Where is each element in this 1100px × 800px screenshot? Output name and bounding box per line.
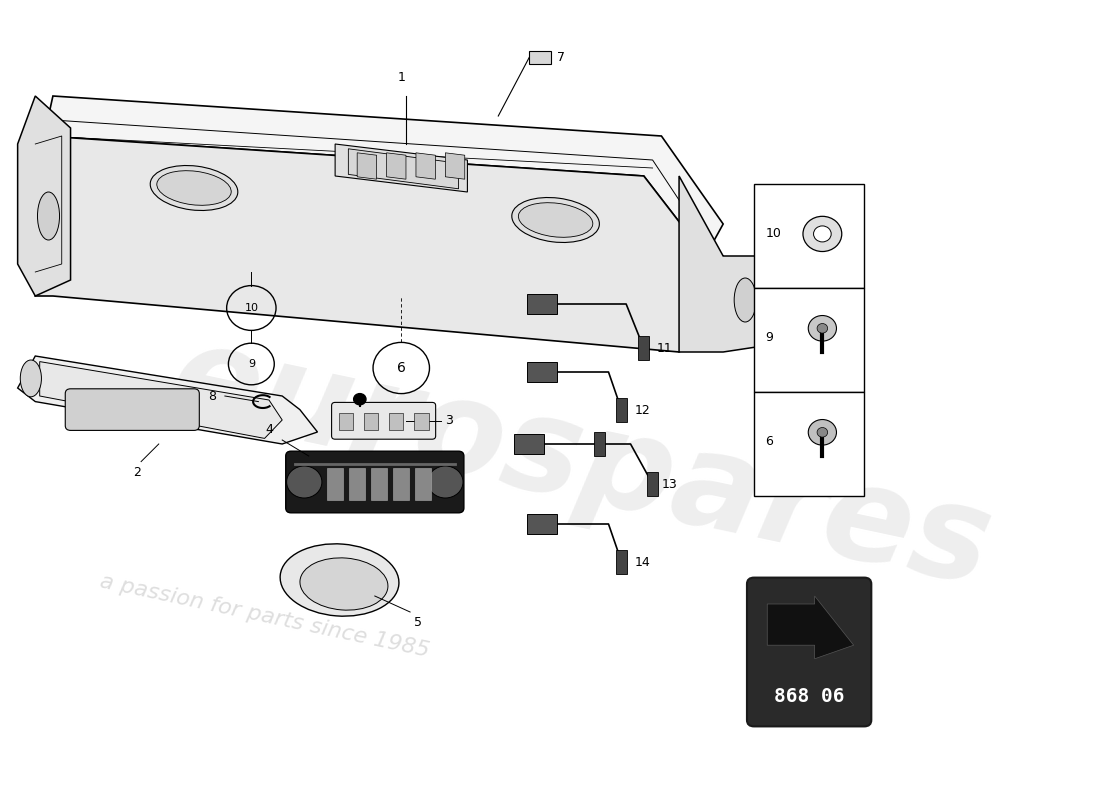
Polygon shape: [358, 153, 376, 179]
Text: 12: 12: [635, 404, 651, 417]
Text: 2: 2: [133, 466, 141, 478]
Text: 13: 13: [661, 478, 678, 490]
Polygon shape: [35, 136, 723, 352]
Bar: [416, 468, 431, 500]
Text: 9: 9: [766, 331, 773, 345]
Bar: [339, 413, 353, 430]
Polygon shape: [40, 362, 283, 438]
Circle shape: [287, 466, 322, 498]
Circle shape: [428, 466, 463, 498]
Bar: [327, 468, 343, 500]
Ellipse shape: [518, 202, 593, 238]
FancyBboxPatch shape: [616, 398, 627, 422]
Text: 7: 7: [558, 51, 565, 64]
FancyBboxPatch shape: [65, 389, 199, 430]
Bar: [394, 468, 409, 500]
Bar: [349, 468, 365, 500]
Bar: [529, 51, 551, 64]
Text: a passion for parts since 1985: a passion for parts since 1985: [98, 571, 431, 661]
FancyBboxPatch shape: [527, 362, 558, 382]
FancyBboxPatch shape: [747, 578, 871, 726]
Circle shape: [353, 394, 366, 405]
Circle shape: [817, 427, 827, 437]
Ellipse shape: [151, 166, 238, 210]
Polygon shape: [18, 96, 70, 296]
Ellipse shape: [20, 360, 42, 397]
Polygon shape: [18, 356, 318, 444]
Text: 8: 8: [208, 390, 216, 402]
FancyBboxPatch shape: [527, 514, 558, 534]
Text: 10: 10: [244, 303, 258, 313]
Circle shape: [817, 323, 827, 333]
Text: 868 06: 868 06: [774, 686, 845, 706]
Ellipse shape: [157, 170, 231, 206]
Text: 9: 9: [248, 359, 255, 369]
FancyBboxPatch shape: [286, 451, 464, 513]
Polygon shape: [349, 149, 459, 189]
Circle shape: [808, 419, 836, 445]
FancyBboxPatch shape: [514, 434, 544, 454]
Polygon shape: [679, 176, 777, 352]
FancyBboxPatch shape: [616, 550, 627, 574]
FancyBboxPatch shape: [527, 294, 558, 314]
Polygon shape: [768, 596, 854, 659]
Circle shape: [814, 226, 832, 242]
Bar: [754, 184, 865, 288]
Text: 4: 4: [265, 423, 273, 436]
Text: 10: 10: [766, 227, 781, 241]
Polygon shape: [386, 153, 406, 179]
Bar: [754, 392, 865, 496]
Bar: [415, 413, 429, 430]
Ellipse shape: [300, 558, 388, 610]
Bar: [754, 288, 865, 392]
Polygon shape: [336, 144, 468, 192]
FancyBboxPatch shape: [594, 432, 605, 456]
Circle shape: [808, 315, 836, 341]
FancyBboxPatch shape: [647, 472, 658, 496]
Text: 5: 5: [415, 616, 422, 629]
Text: 11: 11: [657, 342, 673, 354]
Bar: [389, 413, 404, 430]
Circle shape: [803, 216, 842, 251]
Text: eurospares: eurospares: [158, 315, 1002, 613]
Bar: [364, 413, 378, 430]
FancyBboxPatch shape: [638, 336, 649, 360]
Text: 14: 14: [635, 556, 651, 569]
Ellipse shape: [280, 544, 399, 616]
Polygon shape: [446, 153, 465, 179]
Text: 1: 1: [397, 71, 405, 84]
Ellipse shape: [37, 192, 59, 240]
Bar: [372, 468, 387, 500]
Ellipse shape: [512, 198, 600, 242]
Ellipse shape: [734, 278, 756, 322]
Text: 3: 3: [446, 414, 453, 427]
Polygon shape: [416, 153, 436, 179]
Text: 6: 6: [397, 361, 406, 375]
Polygon shape: [44, 96, 723, 256]
FancyBboxPatch shape: [331, 402, 436, 439]
Text: 6: 6: [766, 435, 773, 449]
